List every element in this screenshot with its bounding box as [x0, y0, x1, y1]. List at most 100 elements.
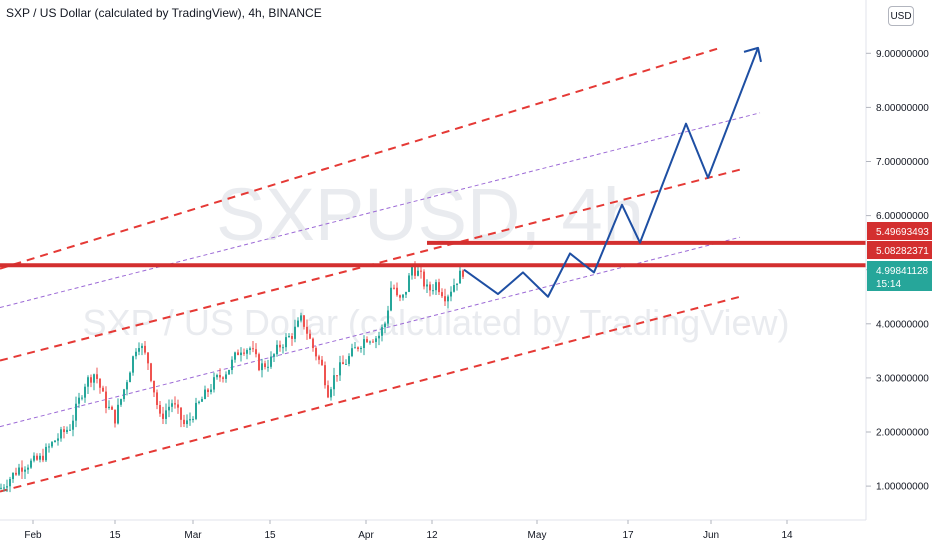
candle-body	[291, 336, 293, 339]
currency-button[interactable]: USD	[888, 6, 914, 26]
candle-body	[300, 315, 302, 321]
candle-body	[36, 455, 38, 460]
candle-body	[258, 354, 260, 371]
price-badge-countdown: 15:14	[876, 279, 901, 290]
candle-body	[396, 287, 398, 296]
candle-body	[189, 419, 191, 421]
candle-body	[333, 375, 335, 390]
candle-body	[216, 375, 218, 378]
candle-body	[183, 419, 185, 425]
candle-body	[81, 397, 83, 399]
time-tick-label: 14	[781, 530, 793, 541]
candle-body	[423, 271, 425, 287]
candle-body	[267, 366, 269, 368]
candle-body	[234, 352, 236, 360]
candle-body	[42, 455, 44, 461]
candle-body	[33, 455, 35, 461]
price-badge-value: 5.08282371	[876, 246, 929, 257]
price-badge-bg	[867, 261, 932, 291]
candle-body	[435, 282, 437, 291]
candle-body	[321, 359, 323, 366]
candle-body	[135, 351, 137, 357]
candle-body	[231, 359, 233, 370]
candle-body	[327, 385, 329, 398]
candle-body	[408, 275, 410, 292]
candle-body	[390, 287, 392, 311]
price-badge-bg	[867, 241, 932, 259]
candle-body	[405, 291, 407, 295]
candle-body	[51, 442, 53, 447]
candle-body	[441, 292, 443, 297]
candle-body	[372, 341, 374, 343]
candle-body	[282, 347, 284, 349]
candle-body	[360, 348, 362, 350]
candle-body	[381, 327, 383, 336]
price-badge-bg	[867, 222, 932, 240]
candle-body	[144, 345, 146, 353]
candle-body	[237, 352, 239, 356]
candle-body	[66, 429, 68, 433]
candle-body	[90, 377, 92, 383]
candle-body	[21, 467, 23, 472]
candle-body	[339, 362, 341, 376]
candle-body	[27, 467, 29, 470]
candle-body	[303, 315, 305, 327]
candle-body	[165, 410, 167, 419]
chart-title: SXP / US Dollar (calculated by TradingVi…	[6, 6, 322, 20]
candle-body	[273, 354, 275, 357]
candle-body	[12, 472, 14, 480]
resistance-lines	[0, 240, 866, 268]
candle-body	[450, 291, 452, 297]
candle-body	[210, 389, 212, 393]
candle-body	[45, 446, 47, 461]
candle-body	[138, 348, 140, 352]
candle-body	[375, 338, 377, 342]
time-tick-label: 17	[622, 530, 634, 541]
candle-body	[117, 404, 119, 424]
candle-body	[48, 446, 50, 448]
candle-body	[186, 420, 188, 425]
price-tick-label: 8.00000000	[876, 103, 929, 114]
candle-body	[126, 382, 128, 390]
candle-body	[255, 349, 257, 355]
candle-body	[357, 347, 359, 350]
candle-body	[399, 295, 401, 298]
candle-body	[276, 344, 278, 355]
candle-body	[330, 389, 332, 398]
candle-body	[459, 270, 461, 284]
candle-body	[30, 460, 32, 468]
price-tick-label: 9.00000000	[876, 49, 929, 60]
time-tick-label: 12	[426, 530, 438, 541]
candle-body	[447, 296, 449, 302]
candle-body	[426, 284, 428, 287]
time-axis[interactable]: Feb 15 Mar 15 Apr 12 May 17 Jun 14	[24, 520, 793, 541]
candle-body	[369, 341, 371, 343]
candle-body	[264, 363, 266, 368]
candle-body	[153, 380, 155, 393]
candle-body	[402, 294, 404, 298]
candle-body	[9, 479, 11, 487]
candle-body	[24, 469, 26, 472]
candle-body	[78, 397, 80, 404]
candle-body	[123, 389, 125, 400]
candle-body	[204, 389, 206, 400]
candle-body	[102, 387, 104, 392]
candle-body	[363, 339, 365, 349]
candle-body	[225, 374, 227, 379]
time-tick-label: Mar	[184, 530, 202, 541]
price-tick-label: 4.00000000	[876, 319, 929, 330]
candle-body	[345, 363, 347, 365]
candle-body	[15, 472, 17, 475]
candle-body	[147, 352, 149, 364]
candle-body	[324, 365, 326, 386]
candle-body	[120, 399, 122, 405]
candle-body	[192, 418, 194, 420]
price-badge-value: 5.49693493	[876, 227, 929, 238]
candle-body	[240, 352, 242, 356]
candle-body	[342, 362, 344, 365]
candle-body	[378, 335, 380, 339]
candle-body	[159, 404, 161, 414]
candle-body	[228, 369, 230, 375]
candle-body	[252, 348, 254, 350]
